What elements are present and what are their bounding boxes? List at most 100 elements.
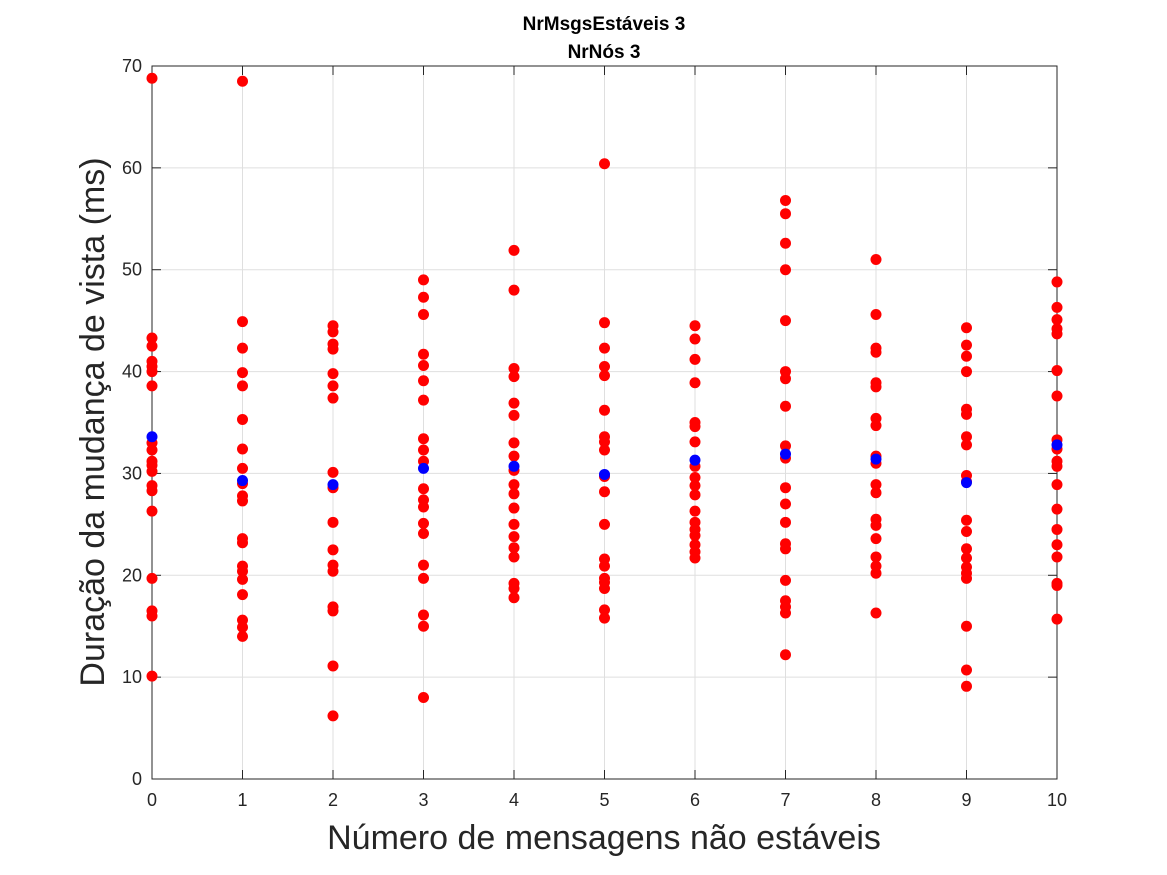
red-data-point (146, 465, 158, 477)
red-data-point (327, 565, 339, 577)
red-data-point (327, 392, 339, 404)
red-data-point (780, 237, 791, 249)
red-data-point (599, 604, 610, 616)
blue-data-point (146, 431, 158, 443)
red-data-point (780, 498, 791, 510)
red-data-point (508, 551, 520, 563)
red-data-point (327, 710, 339, 722)
red-data-point (780, 649, 791, 661)
red-data-point (870, 487, 882, 499)
red-data-point (961, 620, 972, 632)
red-data-point (418, 444, 429, 456)
x-axis-label: Número de mensagens não estáveis (327, 819, 881, 857)
red-data-point (961, 408, 972, 420)
blue-data-point (870, 453, 882, 465)
red-data-point (780, 607, 791, 619)
red-data-point (146, 505, 158, 517)
red-data-point (508, 284, 520, 296)
red-data-point (780, 373, 791, 385)
red-data-point (237, 413, 248, 425)
red-data-point (961, 680, 972, 692)
x-tick-label: 10 (1047, 790, 1067, 810)
red-data-point (237, 316, 248, 328)
x-tick-label: 4 (509, 790, 519, 810)
blue-data-point (780, 448, 791, 460)
red-data-point (689, 421, 701, 433)
red-data-point (508, 518, 520, 530)
red-data-point (327, 544, 339, 556)
axes (151, 65, 1058, 780)
red-data-point (689, 489, 701, 501)
red-data-point (599, 370, 610, 382)
red-data-point (508, 479, 520, 491)
red-data-point (689, 480, 701, 492)
red-data-point (327, 368, 339, 380)
red-data-point (870, 309, 882, 321)
red-data-point (418, 609, 429, 621)
red-data-point (508, 244, 520, 256)
blue-data-point (508, 460, 520, 472)
red-data-point (237, 537, 248, 549)
red-data-point (508, 409, 520, 421)
red-data-point (508, 592, 520, 604)
red-data-point (1051, 479, 1063, 491)
red-data-point (146, 332, 158, 344)
red-data-point (508, 450, 520, 462)
red-data-point (599, 444, 610, 456)
red-data-point (780, 543, 791, 555)
red-data-point (327, 466, 339, 478)
red-data-point (146, 380, 158, 392)
y-tick-label: 10 (122, 667, 142, 687)
red-data-point (870, 381, 882, 393)
red-data-point (599, 612, 610, 624)
red-data-point (508, 397, 520, 409)
red-data-point (418, 291, 429, 303)
red-data-point (599, 560, 610, 572)
red-data-point (780, 208, 791, 220)
data-points (146, 72, 1063, 722)
red-data-point (689, 377, 701, 389)
red-data-point (870, 607, 882, 619)
red-data-point (146, 366, 158, 378)
red-data-point (418, 433, 429, 445)
red-data-point (508, 363, 520, 375)
red-data-point (961, 339, 972, 351)
red-data-point (599, 404, 610, 416)
red-data-point (508, 583, 520, 595)
red-data-point (237, 443, 248, 455)
red-data-point (870, 567, 882, 579)
red-data-point (146, 72, 158, 84)
blue-data-point (599, 468, 610, 480)
chart-title-line-2: NrNós 3 (568, 42, 641, 63)
red-data-point (418, 620, 429, 632)
red-data-point (689, 320, 701, 332)
red-data-point (961, 431, 972, 443)
red-data-point (508, 371, 520, 383)
red-data-point (418, 559, 429, 571)
red-data-point (146, 670, 158, 682)
red-data-point (689, 472, 701, 484)
red-data-point (237, 573, 248, 585)
red-data-point (599, 583, 610, 595)
red-data-point (418, 692, 429, 704)
red-data-point (418, 528, 429, 540)
blue-data-point (418, 462, 429, 474)
red-data-point (961, 366, 972, 378)
x-tick-label: 9 (961, 790, 971, 810)
red-data-point (870, 479, 882, 491)
red-data-point (870, 420, 882, 432)
red-data-point (327, 380, 339, 392)
red-data-point (1051, 551, 1063, 563)
red-data-point (237, 367, 248, 379)
y-tick-label: 40 (122, 362, 142, 382)
red-data-point (1051, 613, 1063, 625)
red-data-point (237, 380, 248, 392)
red-data-point (327, 343, 339, 355)
y-tick-label: 20 (122, 565, 142, 585)
x-tick-label: 5 (599, 790, 609, 810)
red-data-point (146, 444, 158, 456)
red-data-point (237, 495, 248, 507)
red-data-point (237, 630, 248, 642)
